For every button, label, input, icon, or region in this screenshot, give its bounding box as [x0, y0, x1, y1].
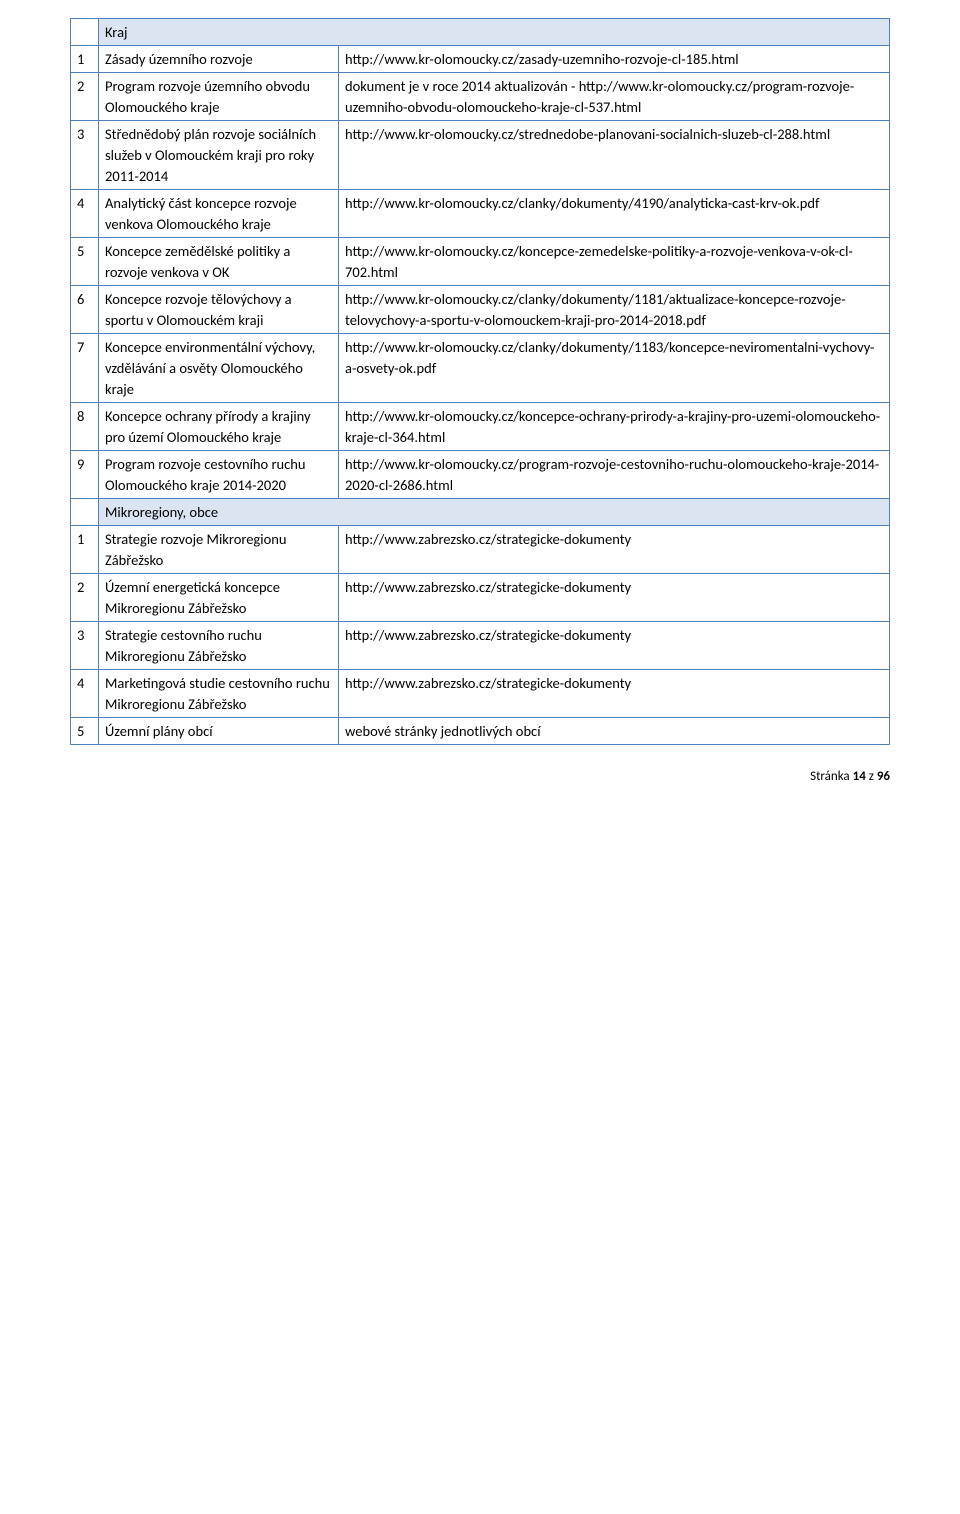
- row-name: Koncepce environmentální výchovy, vzdělá…: [99, 334, 339, 403]
- row-url: http://www.kr-olomoucky.cz/strednedobe-p…: [339, 121, 890, 190]
- section-header: Kraj: [99, 19, 890, 46]
- row-index: 1: [71, 526, 99, 574]
- footer-page: 14: [853, 769, 866, 784]
- section-idx-blank: [71, 499, 99, 526]
- row-url: http://www.kr-olomoucky.cz/koncepce-zeme…: [339, 238, 890, 286]
- row-name: Strategie cestovního ruchu Mikroregionu …: [99, 622, 339, 670]
- row-name: Program rozvoje cestovního ruchu Olomouc…: [99, 451, 339, 499]
- row-index: 5: [71, 718, 99, 745]
- row-index: 4: [71, 190, 99, 238]
- row-name: Marketingová studie cestovního ruchu Mik…: [99, 670, 339, 718]
- row-name: Program rozvoje územního obvodu Olomouck…: [99, 73, 339, 121]
- row-index: 1: [71, 46, 99, 73]
- row-url: http://www.kr-olomoucky.cz/clanky/dokume…: [339, 334, 890, 403]
- row-index: 3: [71, 622, 99, 670]
- row-index: 7: [71, 334, 99, 403]
- row-index: 3: [71, 121, 99, 190]
- row-name: Územní energetická koncepce Mikroregionu…: [99, 574, 339, 622]
- page-footer: Stránka 14 z 96: [70, 769, 890, 784]
- row-url: http://www.kr-olomoucky.cz/koncepce-ochr…: [339, 403, 890, 451]
- row-url: http://www.kr-olomoucky.cz/program-rozvo…: [339, 451, 890, 499]
- row-name: Analytický část koncepce rozvoje venkova…: [99, 190, 339, 238]
- row-name: Strategie rozvoje Mikroregionu Zábřežsko: [99, 526, 339, 574]
- row-url: dokument je v roce 2014 aktualizován - h…: [339, 73, 890, 121]
- row-name: Koncepce zemědělské politiky a rozvoje v…: [99, 238, 339, 286]
- row-url: http://www.zabrezsko.cz/strategicke-doku…: [339, 574, 890, 622]
- row-name: Střednědobý plán rozvoje sociálních služ…: [99, 121, 339, 190]
- row-url: http://www.kr-olomoucky.cz/zasady-uzemni…: [339, 46, 890, 73]
- row-index: 6: [71, 286, 99, 334]
- row-name: Koncepce ochrany přírody a krajiny pro ú…: [99, 403, 339, 451]
- row-name: Územní plány obcí: [99, 718, 339, 745]
- row-index: 4: [71, 670, 99, 718]
- row-url: http://www.kr-olomoucky.cz/clanky/dokume…: [339, 190, 890, 238]
- row-url: http://www.zabrezsko.cz/strategicke-doku…: [339, 526, 890, 574]
- footer-mid: z: [866, 769, 877, 784]
- documents-table: Kraj1Zásady územního rozvojehttp://www.k…: [70, 18, 890, 745]
- row-index: 2: [71, 73, 99, 121]
- section-idx-blank: [71, 19, 99, 46]
- row-index: 9: [71, 451, 99, 499]
- row-index: 5: [71, 238, 99, 286]
- row-url: http://www.zabrezsko.cz/strategicke-doku…: [339, 622, 890, 670]
- row-name: Koncepce rozvoje tělovýchovy a sportu v …: [99, 286, 339, 334]
- footer-total: 96: [877, 769, 890, 784]
- row-url: http://www.zabrezsko.cz/strategicke-doku…: [339, 670, 890, 718]
- section-header: Mikroregiony, obce: [99, 499, 890, 526]
- footer-prefix: Stránka: [810, 769, 853, 784]
- row-name: Zásady územního rozvoje: [99, 46, 339, 73]
- row-url: http://www.kr-olomoucky.cz/clanky/dokume…: [339, 286, 890, 334]
- row-index: 8: [71, 403, 99, 451]
- row-index: 2: [71, 574, 99, 622]
- row-url: webové stránky jednotlivých obcí: [339, 718, 890, 745]
